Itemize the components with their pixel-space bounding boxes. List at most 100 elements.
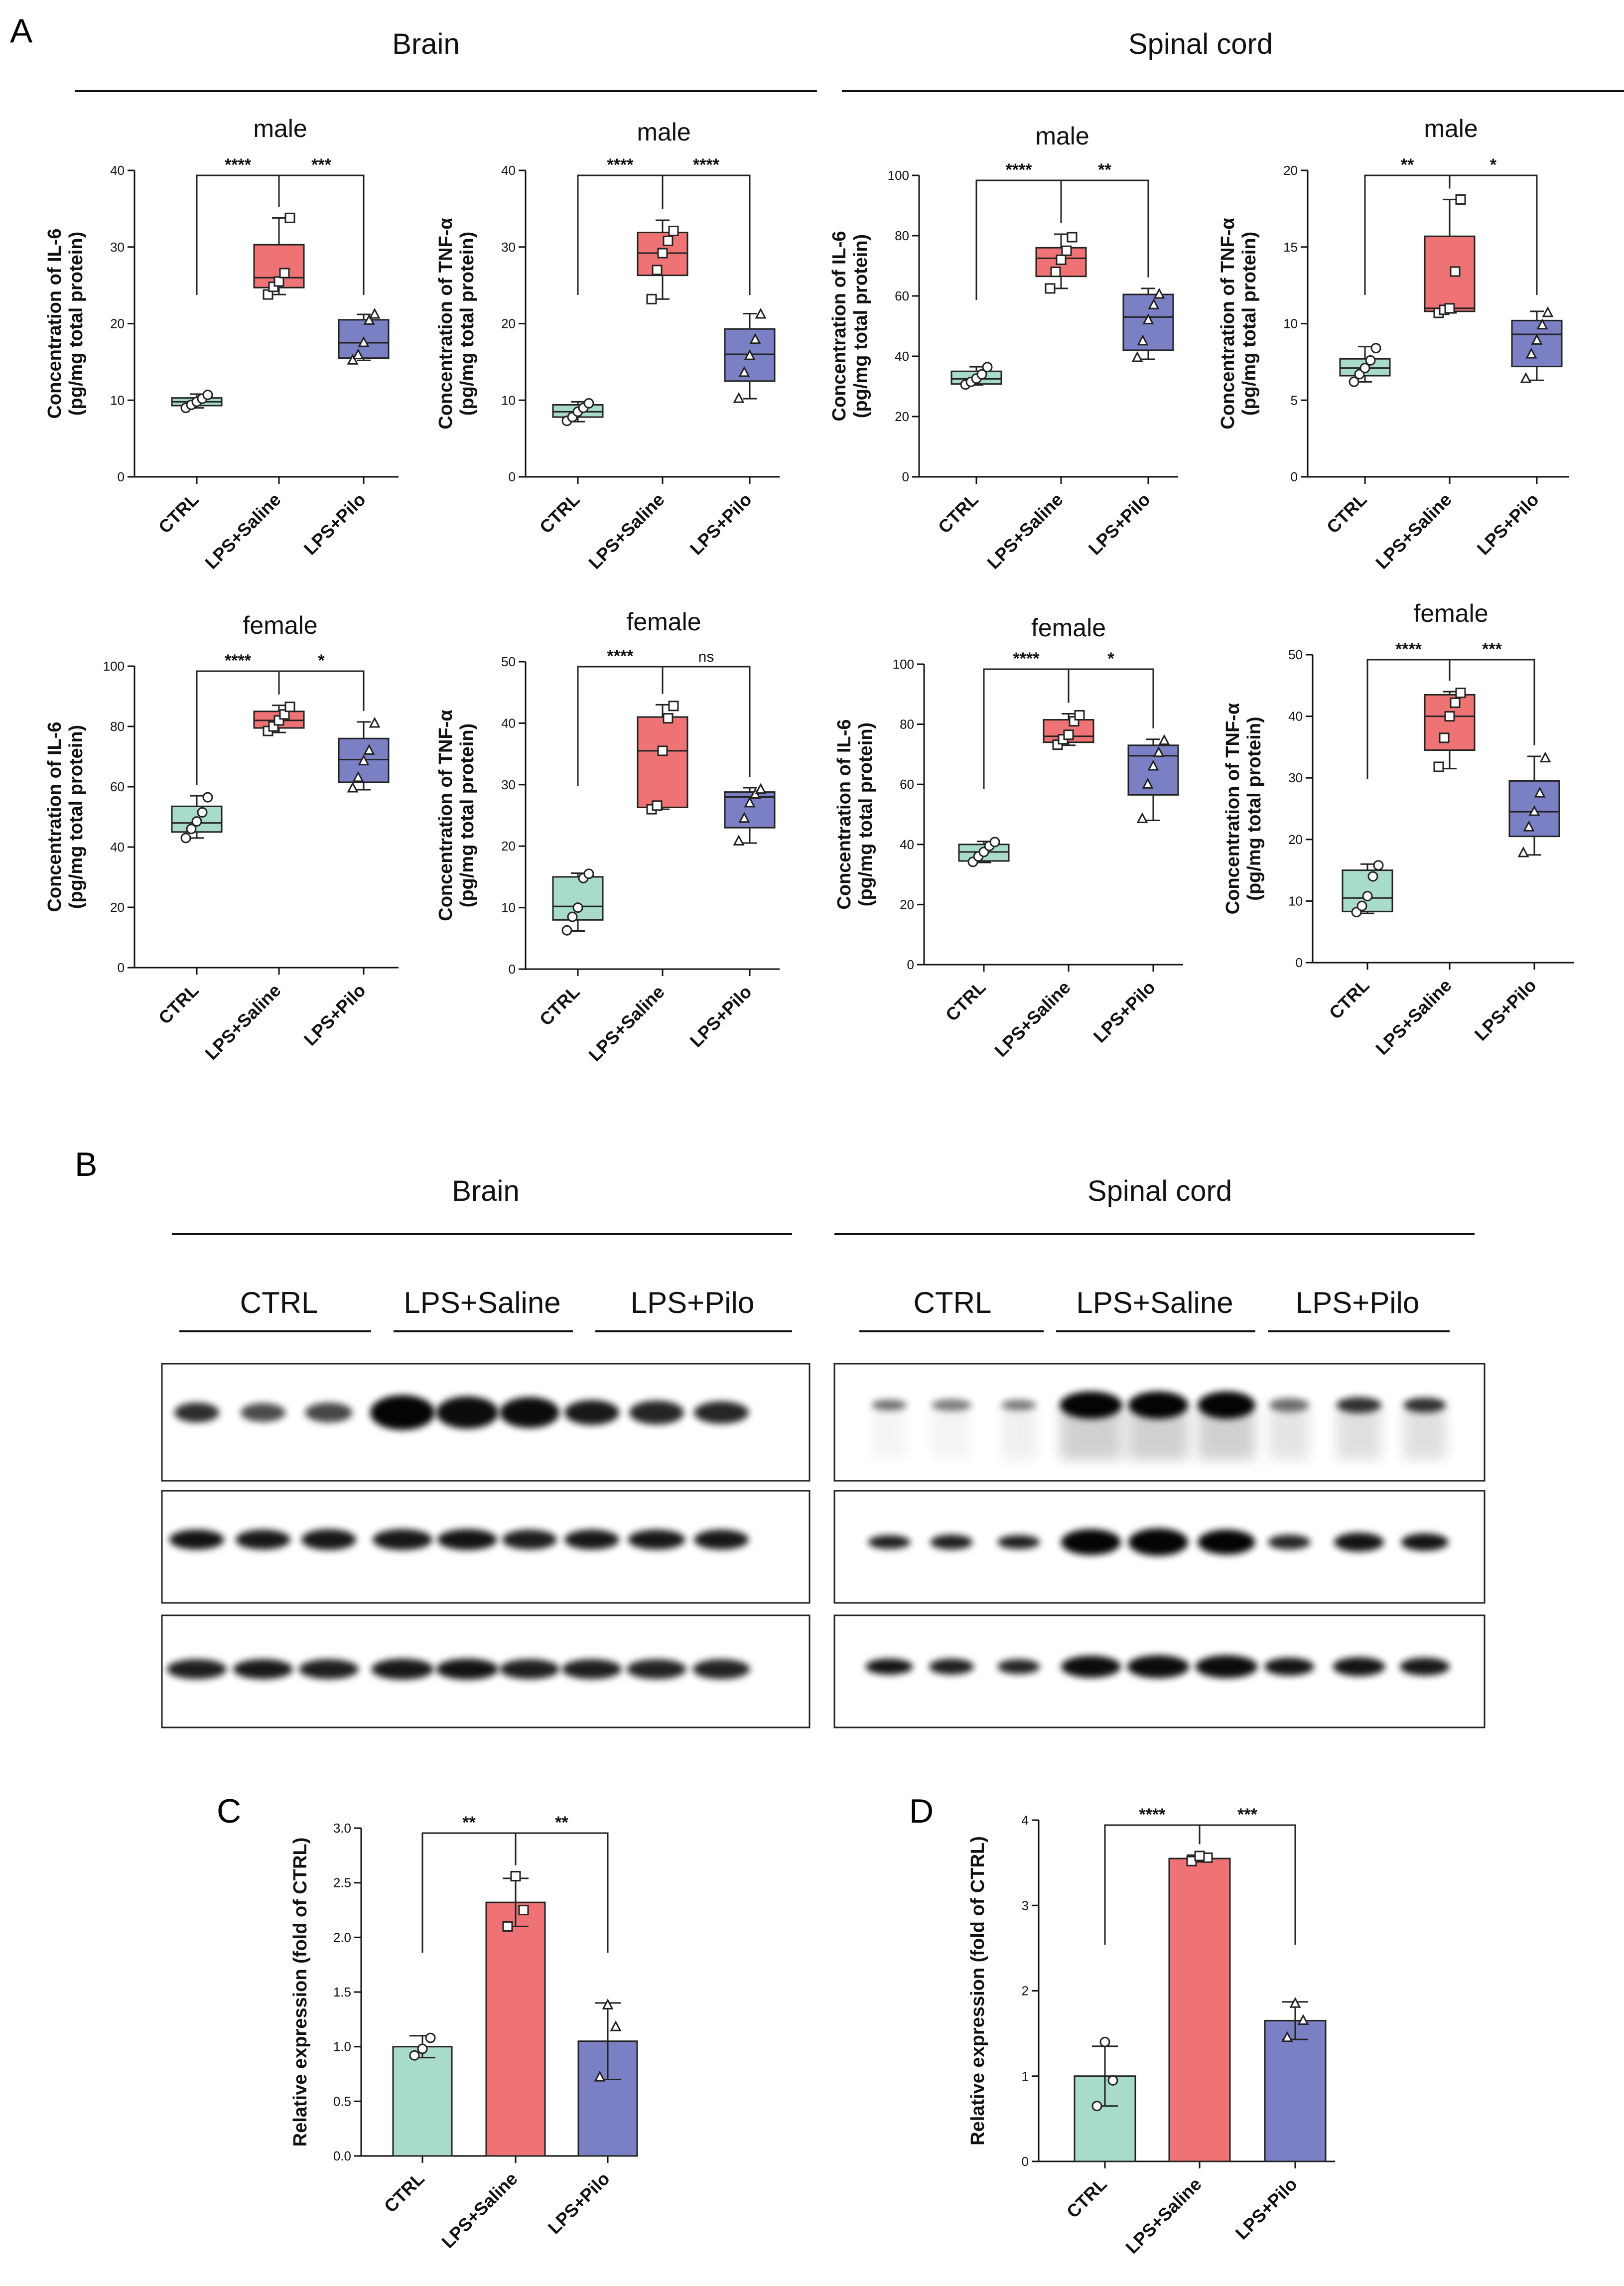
x-tick-label: LPS+Pilo (1084, 489, 1154, 559)
data-point (358, 754, 370, 766)
y-tick-label: 10 (110, 393, 125, 408)
x-tick-label: CTRL (536, 982, 584, 1030)
blot-band (627, 1659, 686, 1679)
data-point (1136, 812, 1148, 824)
significance-bracket (278, 670, 365, 711)
x-tick-label: LPS+Saline (1121, 2174, 1205, 2258)
blot-band (436, 1659, 499, 1680)
blot-band (1337, 1397, 1381, 1413)
y-tick-label: 20 (110, 316, 125, 331)
chart-a1: male 0 10 20 30 40 Concentration of IL-6 (pg/mg… (44, 115, 399, 573)
data-point (572, 902, 583, 913)
y-tick-label: 80 (895, 228, 909, 243)
chart-a6: female 0 10 20 30 40 50 Concentration of TNF-α(… (435, 608, 780, 1065)
significance-label: *** (1237, 1805, 1257, 1824)
blot-band (373, 1529, 432, 1550)
y-axis-title: Concentration of TNF-α (435, 710, 456, 921)
blot-band (301, 1529, 356, 1550)
x-tick-label: LPS+Saline (201, 489, 284, 573)
chart-a2: male 0 10 20 30 40 Concentration of TNF-α (pg/m… (435, 118, 780, 573)
y-axis-title: Relative expression (fold of CTRL) (290, 1838, 311, 2147)
blot-band (865, 1659, 913, 1675)
data-point (1356, 900, 1367, 911)
y-axis-title: Concentration of IL-6 (44, 721, 65, 912)
blot-band (1401, 1533, 1449, 1551)
x-tick-label: LPS+Saline (1371, 489, 1455, 573)
y-tick-label: 40 (110, 163, 125, 178)
data-point (409, 2050, 420, 2061)
x-tick-label: LPS+Pilo (1231, 2174, 1301, 2244)
blot-band (692, 1659, 750, 1679)
y-tick-label: 2.5 (333, 1875, 351, 1890)
data-point (1063, 729, 1074, 740)
significance-label: **** (1139, 1805, 1166, 1824)
blot-title-spinal-cord: Spinal cord (1087, 1175, 1232, 1207)
y-tick-label: 60 (110, 779, 125, 794)
data-point (502, 1921, 513, 1932)
significance-bracket (1199, 1824, 1296, 1945)
y-tick-label: 1.5 (333, 1985, 351, 2000)
chart-title: female (243, 611, 317, 639)
y-tick-label: 20 (1288, 832, 1303, 847)
blot-band (1333, 1657, 1385, 1676)
data-point (1107, 2075, 1118, 2086)
data-point (1148, 298, 1160, 309)
data-point (1444, 711, 1455, 722)
y-tick-label: 20 (900, 897, 914, 912)
blot-band (997, 1659, 1040, 1674)
x-tick-label: CTRL (154, 489, 203, 538)
significance-label: **** (607, 647, 634, 666)
panel-letter-a: A (10, 12, 33, 50)
data-point (1194, 1851, 1205, 1861)
data-point (518, 1905, 529, 1915)
x-tick-label: LPS+Pilo (1089, 977, 1159, 1047)
data-point (561, 925, 572, 936)
data-point (347, 781, 359, 793)
significance-label: * (1490, 155, 1497, 174)
x-tick-label: LPS+Pilo (686, 982, 756, 1051)
y-tick-label: 1 (1022, 2069, 1029, 2084)
data-point (279, 268, 290, 279)
data-point (663, 235, 674, 246)
y-axis-title: Concentration of TNF-α (435, 218, 456, 429)
y-tick-label: 60 (900, 777, 914, 792)
significance-label: ** (555, 1813, 568, 1832)
data-point (1534, 786, 1546, 798)
blot-strip (161, 1363, 811, 1482)
chart-title: female (1031, 614, 1106, 642)
data-point (510, 1871, 521, 1882)
y-tick-label: 0 (902, 469, 909, 484)
significance-label: *** (1482, 640, 1502, 659)
data-point (1365, 355, 1376, 366)
y-tick-label: 20 (1283, 163, 1298, 178)
data-point (1074, 710, 1085, 721)
blot-band (629, 1401, 684, 1425)
y-tick-label: 0 (1291, 469, 1298, 484)
y-tick-label: 1.0 (333, 2039, 351, 2054)
lane-label-brain-lps-saline: LPS+Saline (404, 1286, 560, 1319)
blot-band (1195, 1655, 1258, 1678)
blot-band (872, 1400, 907, 1411)
lane-label-brain-lps-pilo: LPS+Pilo (631, 1286, 755, 1319)
chart-title: male (1424, 115, 1478, 143)
blot-band (564, 1530, 619, 1550)
x-tick-label: CTRL (1063, 2174, 1111, 2222)
y-axis-title: (pg/mg total protein) (850, 234, 871, 418)
y-tick-label: 60 (895, 288, 909, 303)
data-point (1297, 2014, 1309, 2025)
data-point (1067, 232, 1078, 243)
y-tick-label: 30 (501, 240, 516, 255)
data-point (1362, 891, 1373, 902)
data-point (1142, 313, 1154, 324)
data-point (1158, 734, 1170, 745)
data-point (425, 2032, 436, 2043)
y-tick-label: 10 (1288, 893, 1303, 908)
blot-band (997, 1535, 1040, 1549)
blot-smear (1337, 1405, 1381, 1460)
chart-a5: female 0 20 40 60 80 100 Concentration of IL-6(… (44, 611, 399, 1064)
data-point (352, 348, 364, 360)
data-point (1061, 245, 1072, 256)
blot-band (1060, 1391, 1122, 1419)
data-point (733, 392, 745, 403)
data-point (1455, 194, 1466, 205)
